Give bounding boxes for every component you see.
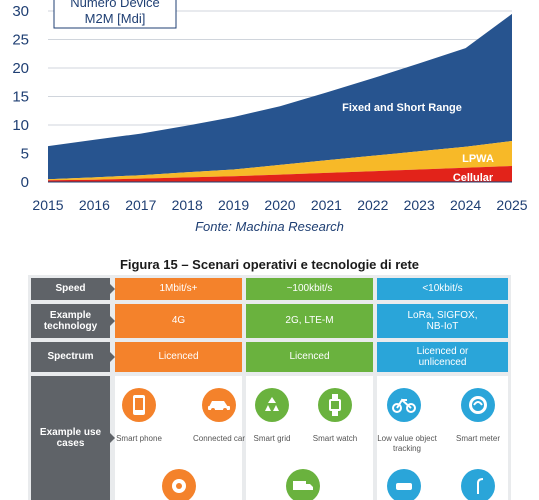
series-label: LPWA <box>462 153 494 165</box>
vehicle-tracking-icon <box>387 469 421 500</box>
y-tick-label: 10 <box>12 117 29 134</box>
x-tick-label: 2016 <box>79 197 110 213</box>
camera-icon <box>162 469 196 500</box>
x-tick-label: 2021 <box>311 197 342 213</box>
series-label: Fixed and Short Range <box>342 102 462 114</box>
spectrum-cell-1: Licenced <box>115 342 242 372</box>
y-tick-label: 30 <box>12 3 29 20</box>
x-tick-label: 2024 <box>450 197 481 213</box>
chart-title-box: Numero Device M2M [Mdi] <box>53 0 177 29</box>
row-label-speed: Speed <box>31 278 110 300</box>
x-tick-label: 2018 <box>172 197 203 213</box>
chart-title-line-1: Numero Device <box>70 0 160 10</box>
x-tick-label: 2019 <box>218 197 249 213</box>
use-case-label: Smart phone <box>116 434 162 443</box>
figure-title: Figura 15 – Scenari operativi e tecnolog… <box>119 257 420 272</box>
use-case-label: Smart watch <box>312 434 358 443</box>
x-tick-label: 2023 <box>404 197 435 213</box>
row-arrow <box>110 433 115 443</box>
x-tick-label: 2022 <box>357 197 388 213</box>
use-case-label: Connected car <box>192 434 246 443</box>
y-axis-ticks: 0 5 10 15 20 25 30 <box>12 3 29 191</box>
meter-icon <box>461 388 495 422</box>
series-areas <box>48 13 512 183</box>
row-label-use-cases: Example use cases <box>31 376 110 500</box>
y-tick-label: 25 <box>12 32 29 49</box>
technology-cell-2: 2G, LTE-M <box>246 304 373 338</box>
area-lpwa <box>48 141 512 181</box>
x-tick-label: 2025 <box>496 197 527 213</box>
figure-source-caption: Fonte: Machina Research <box>195 219 344 234</box>
row-arrow <box>110 352 115 362</box>
y-tick-label: 5 <box>21 146 29 163</box>
speed-cell-1: 1Mbit/s+ <box>115 278 242 300</box>
street-light-icon <box>461 469 495 500</box>
smartwatch-icon <box>318 388 352 422</box>
x-tick-label: 2017 <box>125 197 156 213</box>
car-icon <box>202 388 236 422</box>
x-axis-ticks: 2015 2016 2017 2018 2019 2020 2021 2022 2023 2024… <box>32 197 527 213</box>
area-cellular <box>48 166 512 182</box>
speed-cell-2: ~100kbit/s <box>246 278 373 300</box>
x-tick-label: 2020 <box>264 197 295 213</box>
series-label: Cellular <box>453 172 494 184</box>
spectrum-cell-2: Licenced <box>246 342 373 372</box>
y-tick-label: 20 <box>12 60 29 77</box>
spectrum-cell-3: Licenced or unlicenced <box>377 342 508 372</box>
y-tick-label: 0 <box>21 174 29 191</box>
chart-title-line-2: M2M [Mdi] <box>85 11 146 26</box>
y-tick-label: 15 <box>12 89 29 106</box>
truck-icon <box>286 469 320 500</box>
network-scenarios-infographic: Speed 1Mbit/s+ ~100kbit/s <10kbit/s Exam… <box>28 275 511 500</box>
use-case-label: Smart meter <box>455 434 500 443</box>
speed-cell-3: <10kbit/s <box>377 278 508 300</box>
use-case-label: Smart grid <box>253 434 291 443</box>
bicycle-icon <box>387 388 421 422</box>
row-label-spectrum: Spectrum <box>31 342 110 372</box>
technology-cell-1: 4G <box>115 304 242 338</box>
technology-cell-3: LoRa, SIGFOX, NB-IoT <box>377 304 508 338</box>
row-arrow <box>110 284 115 294</box>
smartphone-icon <box>122 388 156 422</box>
use-case-label: Low value object tracking <box>377 434 437 453</box>
area-fixed-and-short-range <box>48 13 512 180</box>
recycle-icon <box>255 388 289 422</box>
row-label-technology: Example technology <box>31 304 110 338</box>
row-arrow <box>110 316 115 326</box>
series-labels: Cellular LPWA Fixed and Short Range <box>342 102 494 184</box>
x-tick-label: 2015 <box>32 197 63 213</box>
